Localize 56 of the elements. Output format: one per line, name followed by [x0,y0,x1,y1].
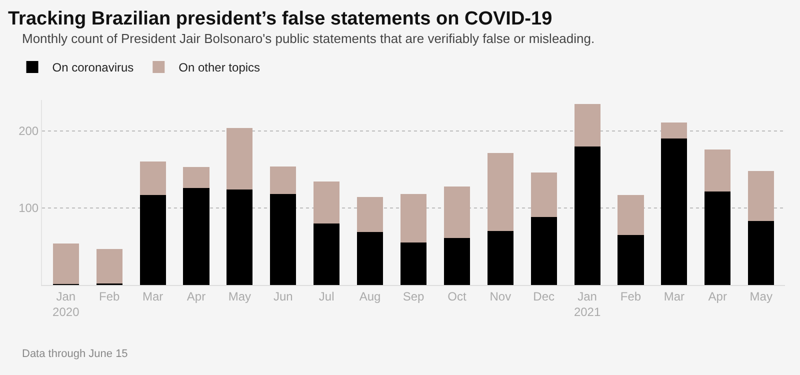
x-tick-label: Feb [620,289,642,304]
bar [52,243,79,284]
bar [704,149,731,192]
x-tick-label: Nov [490,289,512,304]
bar [444,186,470,238]
bar [444,238,470,285]
bar [357,197,384,232]
bar [574,146,600,285]
bar [96,248,122,284]
legend-label: On other topics [178,60,260,75]
bar [140,194,166,285]
x-tick-label: Mar [664,289,685,304]
x-tick-label: Mar [142,289,164,304]
y-tick-label: 200 [18,124,39,138]
text: Data through June 15 [22,348,128,360]
bar [530,172,557,218]
bar [487,231,514,285]
x-tick-label: May [750,289,772,304]
x-tick-label: Apr [186,289,206,304]
legend-label: On coronavirus [52,60,134,75]
x-tick-label: Jan 2020 [52,289,80,319]
bar [574,104,600,146]
x-tick-label: Apr [708,289,727,304]
bar [400,242,427,285]
bar [140,162,166,195]
bar [226,189,253,285]
x-tick-label: Jun [273,289,293,304]
x-tick-label: Aug [359,289,381,304]
chart-subtitle: Monthly count of President Jair Bolsonaro's public statements that are verifiably false or misleading. [22,31,595,46]
bar [748,170,774,222]
bar [618,194,644,235]
y-tick-label: 100 [18,201,39,216]
bar [661,122,688,139]
bar [618,234,644,285]
x-tick-label: Jul [318,289,334,304]
x-tick-label: Feb [99,289,120,304]
x-tick-label: Oct [448,289,467,304]
x-tick-label: Dec [533,289,555,304]
bar [357,232,384,285]
bar [748,221,774,285]
chart-title: Tracking Brazilian president’s false statements on COVID-19 [8,8,552,30]
bar [530,217,557,285]
bar [400,194,427,243]
x-tick-label: May [228,289,252,304]
bar [270,194,296,285]
bar [270,166,296,194]
bar [314,223,340,285]
bar [487,153,514,232]
x-tick-label: Sep [402,289,424,304]
bar [183,167,210,188]
bar [183,188,210,285]
x-tick-label: Jan 2021 [574,289,601,319]
bar [704,192,731,285]
bar [314,182,340,224]
bar [226,128,253,190]
bar [661,138,688,285]
